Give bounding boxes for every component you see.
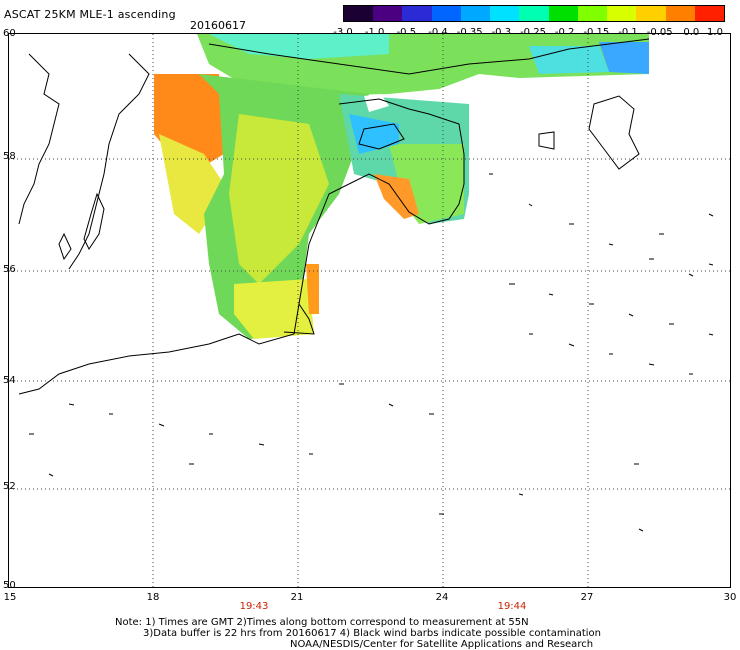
note-line-2: 3)Data buffer is 22 hrs from 20160617 4)…: [143, 628, 601, 639]
color-scale-segment: [460, 6, 491, 21]
swath-south-yellow: [234, 279, 314, 339]
wind-data-swath: [154, 34, 649, 339]
time-label-1: 19:43: [239, 601, 269, 612]
lon-label-30: 30: [723, 592, 737, 603]
inland-lake-flecks: [29, 173, 714, 532]
color-scale-label: -0.1: [618, 27, 638, 38]
coastlines: [18, 38, 650, 395]
color-scale-segment: [431, 6, 462, 21]
color-scale-segment: [519, 6, 550, 21]
color-scale-label: -1.0: [364, 27, 385, 38]
lat-lon-grid: [9, 34, 730, 587]
color-scale-label: 0.0: [683, 27, 700, 38]
swath-north-cyan: [209, 34, 389, 59]
swath-central-yellow: [229, 114, 329, 284]
swath-south-orange: [306, 264, 319, 314]
lat-label-54: 54: [3, 375, 16, 386]
color-scale-label: -0.3: [491, 27, 512, 38]
time-label-2: 19:44: [497, 601, 527, 612]
island-lake-ladoga: [588, 95, 640, 170]
color-scale-label: -0.25: [520, 27, 546, 38]
lake-peipus: [538, 131, 555, 150]
map-canvas: [9, 34, 730, 587]
color-scale-segment: [373, 6, 403, 21]
color-scale-label: -0.4: [428, 27, 448, 38]
color-scale-segment: [665, 6, 696, 21]
coast-finland-south: [208, 38, 650, 75]
color-scale-segment: [548, 6, 579, 21]
swath-gap: [364, 94, 389, 112]
island-gotland: [83, 192, 105, 250]
color-scale-segment: [607, 6, 637, 21]
color-scale-segment: [577, 6, 608, 21]
lat-label-50: 50: [3, 580, 16, 591]
lat-label-58: 58: [3, 151, 16, 162]
swath-north-east-cyan: [529, 46, 609, 74]
swath-gulf-orange: [374, 174, 419, 219]
color-scale-segment: [694, 6, 725, 21]
coast-sweden-east: [68, 53, 150, 270]
color-scale-label: -0.05: [646, 27, 673, 38]
color-scale-label: -0.35: [456, 27, 483, 38]
color-scale-label: -0.2: [554, 27, 575, 38]
swath-gulf-blue: [349, 114, 399, 154]
coast-sweden-inner: [18, 53, 60, 225]
coast-poland: [18, 333, 240, 395]
lat-label-60: 60: [3, 28, 16, 39]
note-line-1: Note: 1) Times are GMT 2)Times along bot…: [115, 617, 529, 628]
color-scale-segment: [490, 6, 520, 21]
product-title: ASCAT 25KM MLE-1 ascending: [4, 8, 176, 21]
lon-label-15: 15: [3, 592, 17, 603]
color-scale-segment: [636, 6, 667, 21]
island-saaremaa: [358, 123, 405, 150]
color-scale-label: 1.0: [707, 27, 723, 38]
lon-label-21: 21: [290, 592, 304, 603]
coast-estonia: [238, 98, 465, 345]
lon-label-24: 24: [435, 592, 449, 603]
lat-label-52: 52: [3, 481, 16, 492]
color-scale-bar: [343, 5, 725, 22]
map-panel: [8, 33, 731, 588]
lon-label-27: 27: [580, 592, 594, 603]
color-scale-label: -3.0: [333, 27, 353, 38]
swath-north-east-blue: [599, 42, 649, 74]
color-scale-label: -0.15: [583, 27, 610, 38]
color-scale-segment: [344, 6, 374, 21]
lon-label-18: 18: [146, 592, 160, 603]
color-scale-label: -0.5: [396, 27, 417, 38]
curonian-spit: [283, 303, 315, 335]
lat-label-56: 56: [3, 264, 16, 275]
island-oland: [58, 232, 72, 261]
color-scale-segment: [402, 6, 433, 21]
note-line-3: NOAA/NESDIS/Center for Satellite Applica…: [290, 639, 594, 650]
product-date: 20160617: [190, 19, 246, 32]
